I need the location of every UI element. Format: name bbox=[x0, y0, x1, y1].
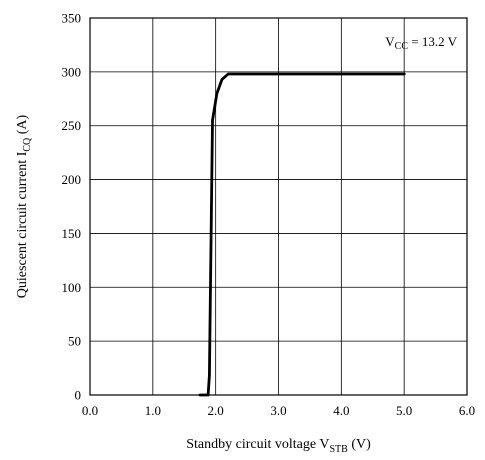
y-tick-label: 200 bbox=[62, 172, 82, 187]
annotation-main: V bbox=[385, 34, 395, 49]
x-tick-label: 0.0 bbox=[82, 403, 98, 418]
annotation-rest: = 13.2 V bbox=[408, 34, 458, 49]
y-tick-labels: 0 50 100 150 200 250 300 350 bbox=[62, 11, 82, 403]
y-tick-label: 100 bbox=[62, 280, 82, 295]
x-tick-label: 6.0 bbox=[459, 403, 475, 418]
y-axis-label: Quiescent circuit current ICQ (A) bbox=[15, 114, 33, 298]
x-axis-label: Standby circuit voltage VSTB (V) bbox=[186, 437, 371, 455]
x-axis-label-unit: (V) bbox=[348, 437, 371, 452]
y-axis-label-unit: (A) bbox=[15, 114, 30, 137]
plot-frame bbox=[89, 17, 468, 396]
x-tick-label: 1.0 bbox=[145, 403, 161, 418]
vcc-annotation: VCC = 13.2 V bbox=[385, 34, 457, 52]
y-tick-label: 250 bbox=[62, 118, 82, 133]
x-tick-label: 5.0 bbox=[396, 403, 412, 418]
x-axis-label-sub: STB bbox=[329, 444, 348, 455]
series-line bbox=[198, 72, 406, 397]
x-tick-labels: 0.0 1.0 2.0 3.0 4.0 5.0 6.0 bbox=[82, 403, 475, 418]
annotation-sub: CC bbox=[395, 41, 409, 52]
x-tick-label: 3.0 bbox=[270, 403, 286, 418]
y-axis-label-main: Quiescent circuit current I bbox=[15, 151, 30, 298]
x-tick-label: 4.0 bbox=[333, 403, 349, 418]
y-tick-label: 150 bbox=[62, 226, 82, 241]
y-tick-label: 0 bbox=[75, 388, 82, 403]
y-axis-label-sub: CQ bbox=[22, 137, 33, 152]
grid bbox=[89, 17, 468, 396]
y-tick-label: 300 bbox=[62, 64, 82, 79]
x-axis-label-main: Standby circuit voltage V bbox=[186, 437, 329, 452]
x-tick-label: 2.0 bbox=[208, 403, 224, 418]
y-tick-label: 50 bbox=[68, 334, 81, 349]
y-tick-label: 350 bbox=[62, 11, 82, 26]
